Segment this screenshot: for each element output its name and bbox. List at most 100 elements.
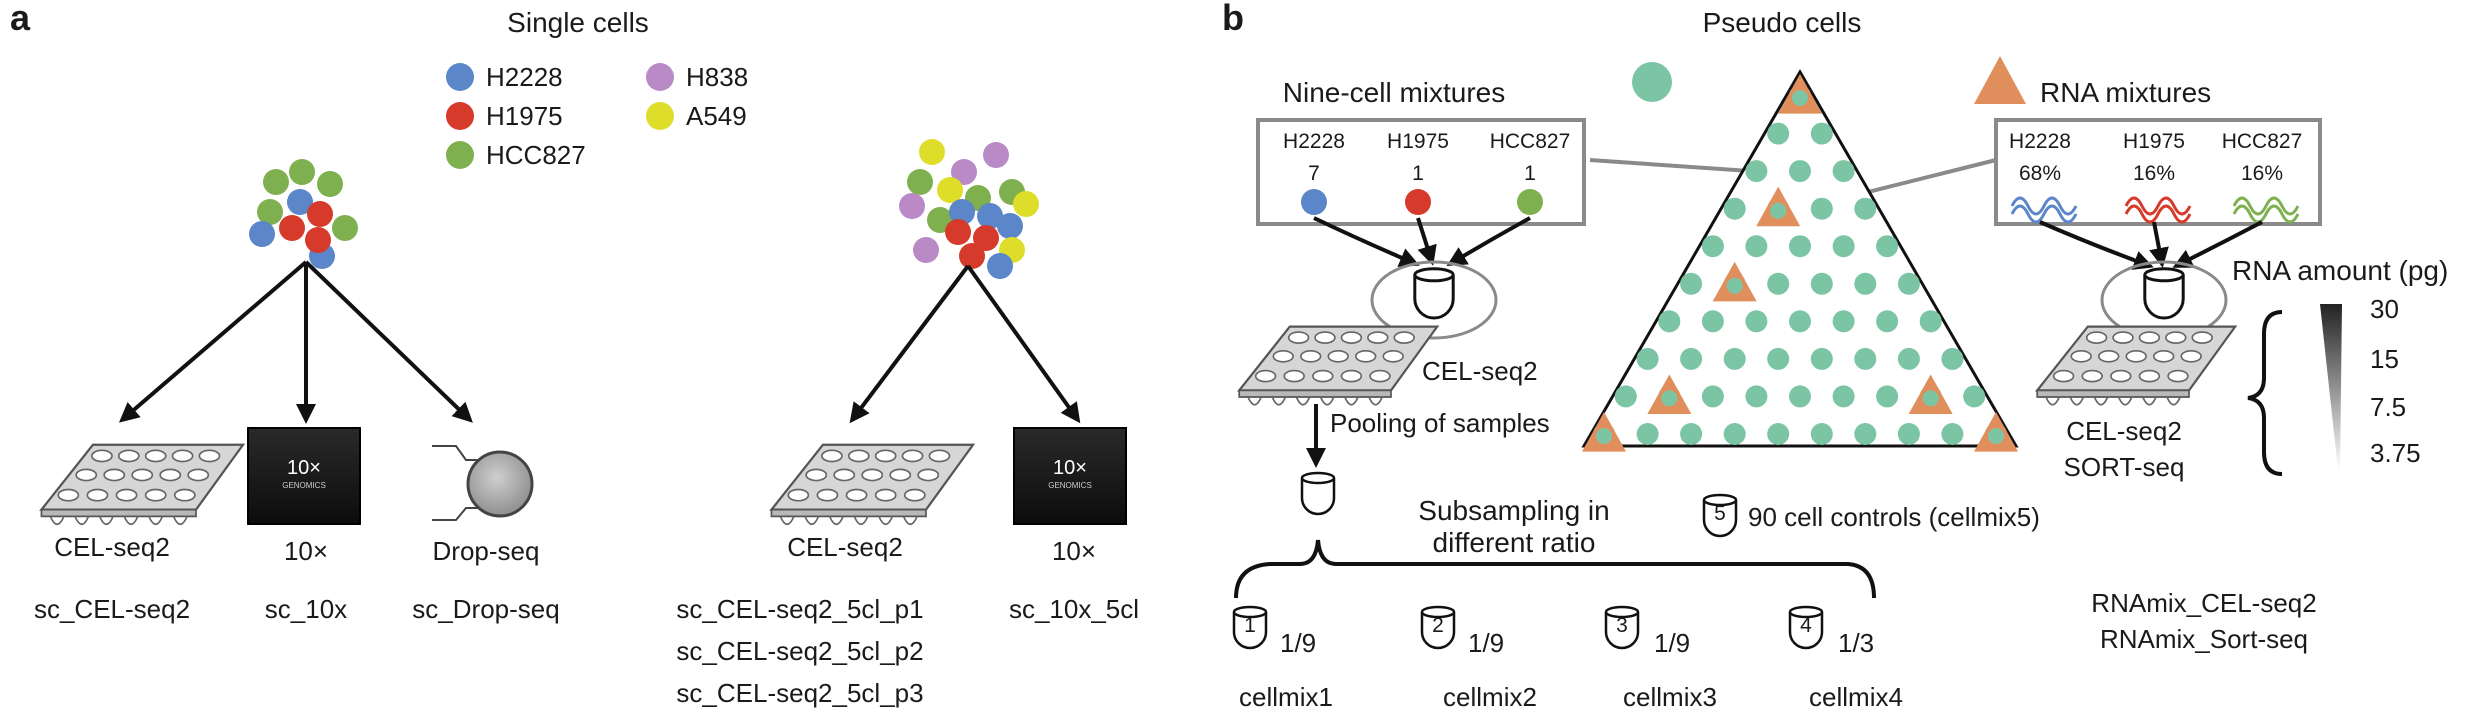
nine-cell-dot-hcc827	[1517, 189, 1543, 215]
rna-amount-3-75: 3.75	[2370, 438, 2421, 468]
rna-mix-point-center	[1988, 428, 2004, 444]
nine-cell-line-h1975: H1975	[1387, 130, 1449, 153]
10x-5cl-logo-text: 10×	[1053, 457, 1087, 479]
arrows-5cl	[849, 264, 1081, 424]
nine-cell-arrows	[1313, 216, 1531, 267]
dataset-sc-cel-seq2-5cl-p2: sc_CEL-seq2_5cl_p2	[676, 636, 923, 666]
cellmix-3-ratio: 1/9	[1654, 628, 1690, 658]
rna-mix-point-center	[1596, 428, 1612, 444]
nine-cell-dot-h1975	[1405, 189, 1431, 215]
dataset-sc-cel-seq2-5cl-p3: sc_CEL-seq2_5cl_p3	[676, 678, 923, 708]
pseudo-cell-point	[1636, 347, 1659, 370]
pooling-label: Pooling of samples	[1330, 408, 1550, 438]
pseudo-cell-point	[1832, 385, 1855, 408]
cellmix-4-ratio: 1/3	[1838, 628, 1874, 658]
rna-pct-hcc827: 16%	[2241, 162, 2283, 185]
pseudo-cell-point	[1680, 347, 1703, 370]
pseudo-cell-point	[1941, 347, 1964, 370]
rna-mix-point-center	[1726, 277, 1743, 294]
cellmix-3: 3 1/9 cellmix3	[1604, 605, 1717, 712]
rna-mixture-symbol	[1974, 56, 2026, 104]
pseudo-cell-point	[1701, 310, 1724, 333]
panel-a-title: Single cells	[507, 7, 649, 38]
rnamix-dataset-sort-seq: RNAmix_Sort-seq	[2100, 624, 2308, 654]
pooled-tube-icon	[1300, 471, 1336, 516]
cellmix-2-name: cellmix2	[1443, 682, 1537, 712]
10x-logo-sub: GENOMICS	[282, 481, 326, 490]
pseudo-cell-point	[1854, 272, 1877, 295]
cellmix-2-ratio: 1/9	[1468, 628, 1504, 658]
rna-line-h1975: H1975	[2123, 130, 2185, 153]
nine-cell-tube-icon	[1413, 267, 1455, 320]
rnamix-dataset-cel-seq2: RNAmix_CEL-seq2	[2091, 588, 2316, 618]
pseudo-cell-point	[1723, 423, 1746, 445]
legend-label-h838: H838	[686, 62, 748, 92]
rna-wave-hcc827-icon	[2232, 196, 2300, 224]
pseudo-cell-point	[1680, 423, 1703, 445]
pseudo-cell-point	[1810, 122, 1833, 145]
panel-b-title: Pseudo cells	[1703, 7, 1862, 38]
legend-dot-h2228	[446, 63, 474, 91]
pseudo-cell-point	[1745, 235, 1768, 258]
cellmix-4-num: 4	[1800, 614, 1812, 637]
rna-pct-h1975: 16%	[2133, 162, 2175, 185]
cell-cluster-3cl	[249, 159, 358, 269]
10x-chromium-5cl-icon: 10× GENOMICS	[1013, 427, 1127, 525]
rna-mix-point-center	[1770, 202, 1787, 219]
cellmix-4: 4 1/3 cellmix4	[1788, 605, 1903, 712]
cellmix-1-num: 1	[1244, 614, 1256, 637]
pseudo-cell-point	[1832, 160, 1855, 183]
rna-amount-title: RNA amount (pg)	[2232, 255, 2448, 286]
pseudo-cell-point	[1941, 423, 1964, 445]
legend-dot-hcc827	[446, 141, 474, 169]
legend-dot-h1975	[446, 102, 474, 130]
pseudo-cell-point	[1854, 197, 1877, 220]
rna-mix-point-center	[1661, 390, 1678, 407]
pseudo-cell-point	[1897, 347, 1920, 370]
pseudo-cell-point	[1767, 122, 1790, 145]
panel-b-label: b	[1222, 0, 1244, 38]
subsampling-line-1: Subsampling in	[1418, 495, 1609, 526]
subsampling-brace	[1234, 539, 1876, 599]
rna-line-h2228: H2228	[2009, 130, 2071, 153]
nine-cell-protocol: CEL-seq2	[1422, 356, 1538, 386]
subsampling-line-2: different ratio	[1433, 527, 1596, 558]
pseudo-cell-point	[1876, 235, 1899, 258]
pseudo-cell-symbol	[1632, 62, 1672, 102]
rna-protocol-sort-seq: SORT-seq	[2064, 452, 2185, 482]
platform-name-cel-seq2: CEL-seq2	[54, 532, 170, 562]
controls-num: 5	[1714, 502, 1726, 525]
pseudo-cell-point	[1789, 160, 1811, 183]
dropseq-icon	[432, 445, 534, 521]
rna-mixtures-title: RNA mixtures	[2040, 77, 2211, 108]
pseudo-cell-point	[1636, 423, 1659, 445]
pseudo-cell-point	[1745, 385, 1768, 408]
legend-dot-h838	[646, 63, 674, 91]
pseudo-cell-point	[1810, 197, 1833, 220]
nine-cell-count-h2228: 7	[1308, 162, 1320, 185]
rna-mix-point-center	[1922, 390, 1939, 407]
pseudo-cell-point	[1680, 272, 1703, 295]
pseudo-cell-point	[1897, 423, 1920, 445]
cell-line-legend: H2228 H1975 HCC827 H838 A549	[446, 62, 748, 170]
rna-mix-box	[1994, 118, 2322, 226]
pseudo-cell-point	[1876, 310, 1899, 333]
cell-cluster-5cl	[899, 139, 1039, 279]
10x-5cl-logo-sub: GENOMICS	[1048, 481, 1092, 490]
cellmix-4-name: cellmix4	[1809, 682, 1903, 712]
pseudo-cell-point	[1789, 310, 1811, 333]
rna-tube-icon	[2143, 267, 2185, 320]
dataset-sc-cel-seq2-5cl-p1: sc_CEL-seq2_5cl_p1	[676, 594, 923, 624]
pseudo-cell-point	[1767, 347, 1790, 370]
pseudo-cell-point	[1789, 385, 1811, 408]
dataset-sc-10x: sc_10x	[265, 594, 347, 624]
nine-cell-count-hcc827: 1	[1524, 162, 1536, 185]
pseudo-cell-point	[1810, 423, 1833, 445]
platform-name-drop-seq: Drop-seq	[433, 536, 540, 566]
rna-amount-7-5: 7.5	[2370, 392, 2406, 422]
pseudo-cell-point	[1614, 385, 1637, 408]
cellmix-3-num: 3	[1616, 614, 1628, 637]
rna-mix-point-center	[1792, 90, 1808, 106]
pseudo-cell-point	[1723, 347, 1746, 370]
